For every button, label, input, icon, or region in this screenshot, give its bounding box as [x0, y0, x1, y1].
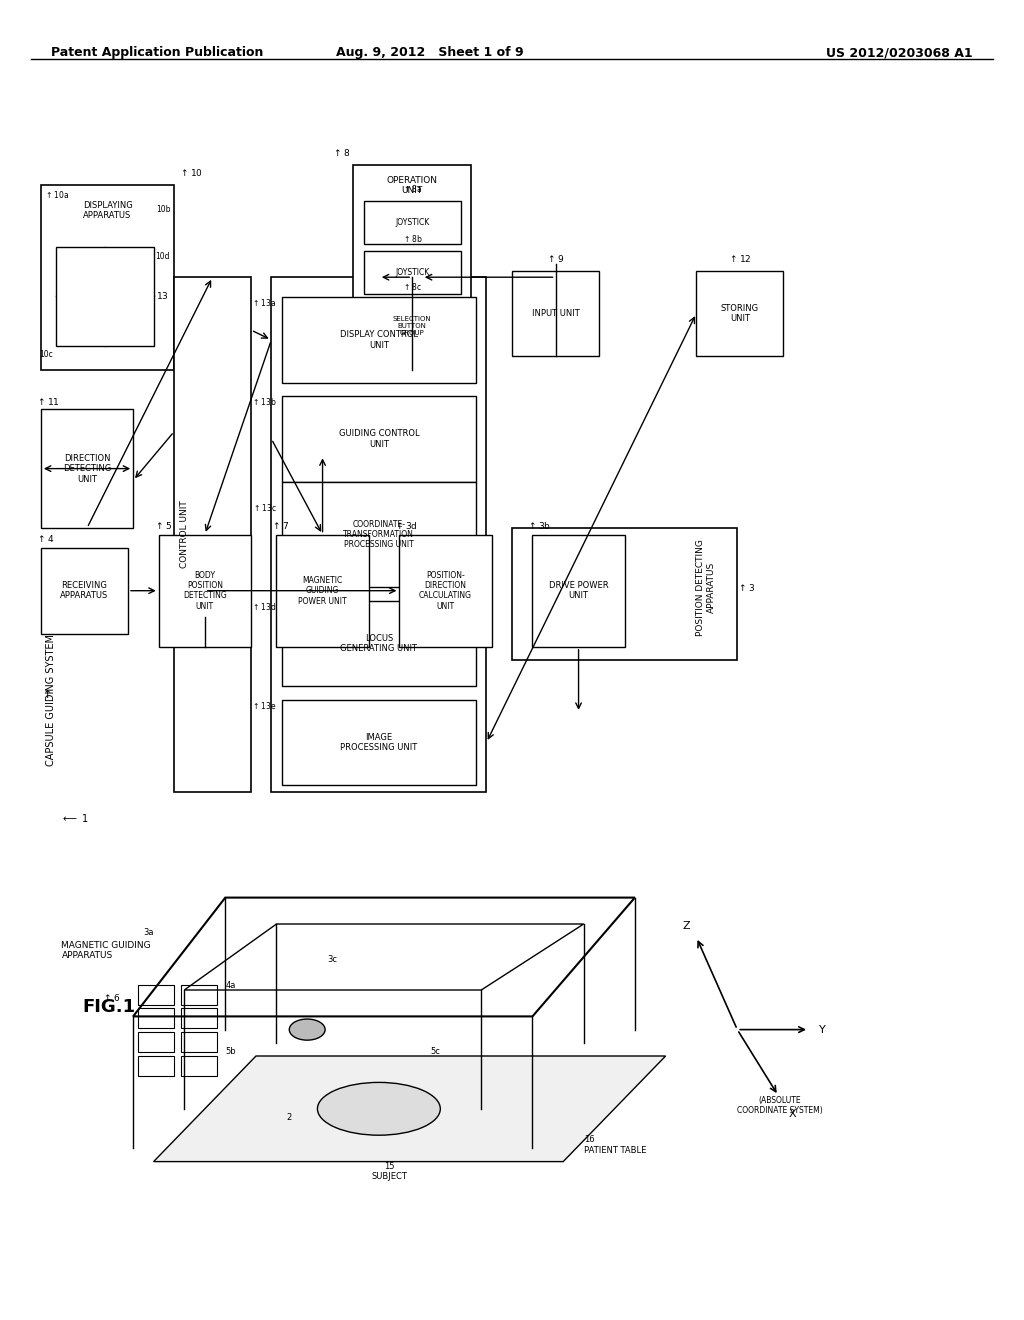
Text: $\uparrow$10: $\uparrow$10 [179, 168, 203, 178]
Text: $\uparrow$13c: $\uparrow$13c [252, 502, 276, 512]
Text: 4a: 4a [225, 981, 236, 990]
Text: JOYSTICK: JOYSTICK [395, 268, 429, 277]
Text: $\uparrow$13d: $\uparrow$13d [251, 601, 276, 611]
Text: COORDINATE-
TRANSFORMATION
PROCESSING UNIT: COORDINATE- TRANSFORMATION PROCESSING UN… [343, 520, 415, 549]
Bar [364, 298, 461, 354]
Text: $\uparrow$8a: $\uparrow$8a [402, 183, 422, 194]
Bar [159, 535, 251, 647]
Bar [512, 271, 599, 356]
Text: POSITION DETECTING
APPARATUS: POSITION DETECTING APPARATUS [696, 539, 716, 636]
Text: SELECTION
BUTTON
GROUP: SELECTION BUTTON GROUP [393, 315, 431, 337]
Text: $\uparrow$13b: $\uparrow$13b [251, 396, 276, 407]
Text: 5b: 5b [225, 1047, 236, 1056]
Text: $\uparrow$13e: $\uparrow$13e [251, 700, 276, 710]
Text: 5a: 5a [307, 1020, 317, 1030]
Text: 15
SUBJECT: 15 SUBJECT [371, 1162, 408, 1181]
Ellipse shape [317, 1082, 440, 1135]
Text: $\uparrow$12: $\uparrow$12 [728, 253, 752, 264]
Text: STORING
UNIT: STORING UNIT [721, 304, 759, 323]
Text: CONTROL UNIT: CONTROL UNIT [180, 500, 188, 569]
Bar [276, 535, 369, 647]
Text: GUIDING CONTROL
UNIT: GUIDING CONTROL UNIT [339, 429, 419, 449]
Text: Y: Y [819, 1024, 826, 1035]
Bar [282, 297, 476, 383]
Text: FIG.1: FIG.1 [82, 998, 135, 1016]
Text: $\uparrow$8b: $\uparrow$8b [401, 234, 423, 244]
Bar [41, 185, 174, 370]
Text: $\uparrow$4: $\uparrow$4 [36, 533, 54, 544]
Text: (ABSOLUTE
COORDINATE SYSTEM): (ABSOLUTE COORDINATE SYSTEM) [737, 1096, 823, 1115]
Bar [56, 247, 154, 346]
Bar [532, 535, 625, 647]
Text: X: X [788, 1109, 796, 1119]
Polygon shape [154, 1056, 666, 1162]
Text: 16
PATIENT TABLE: 16 PATIENT TABLE [584, 1135, 646, 1155]
Text: DRIVE POWER
UNIT: DRIVE POWER UNIT [549, 581, 608, 601]
Text: RECEIVING
APPARATUS: RECEIVING APPARATUS [60, 581, 109, 601]
Bar [174, 277, 251, 792]
Bar [138, 1056, 174, 1076]
Bar [282, 396, 476, 482]
Text: Aug. 9, 2012   Sheet 1 of 9: Aug. 9, 2012 Sheet 1 of 9 [336, 46, 524, 59]
Bar [41, 409, 133, 528]
Text: DIRECTION
DETECTING
UNIT: DIRECTION DETECTING UNIT [62, 454, 112, 483]
Bar [364, 201, 461, 244]
Text: $\uparrow$11: $\uparrow$11 [36, 396, 59, 407]
Bar [512, 528, 737, 660]
Text: CAPSULE GUIDING SYSTEM: CAPSULE GUIDING SYSTEM [46, 634, 56, 766]
Text: JOYSTICK: JOYSTICK [395, 218, 429, 227]
Text: $\uparrow$3b: $\uparrow$3b [527, 520, 551, 531]
Text: $\uparrow$6: $\uparrow$6 [102, 993, 121, 1003]
Text: OPERATION
UNIT: OPERATION UNIT [387, 176, 437, 195]
Bar [399, 535, 492, 647]
Bar [282, 601, 476, 686]
Text: DISPLAY CONTROL
UNIT: DISPLAY CONTROL UNIT [340, 330, 418, 350]
Text: POSITION-
DIRECTION
CALCULATING
UNIT: POSITION- DIRECTION CALCULATING UNIT [419, 570, 472, 611]
Text: MAGNETIC
GUIDING
POWER UNIT: MAGNETIC GUIDING POWER UNIT [298, 576, 347, 606]
Text: DISPLAYING
APPARATUS: DISPLAYING APPARATUS [83, 201, 132, 220]
Text: INPUT UNIT: INPUT UNIT [531, 309, 580, 318]
Bar [181, 985, 217, 1005]
Bar [696, 271, 783, 356]
Bar [181, 1008, 217, 1028]
Bar [138, 985, 174, 1005]
Text: $\uparrow$13a: $\uparrow$13a [252, 297, 276, 308]
Text: $\uparrow$8: $\uparrow$8 [332, 148, 350, 158]
Text: 3c: 3c [328, 954, 338, 964]
Text: BODY
POSITION
DETECTING
UNIT: BODY POSITION DETECTING UNIT [183, 570, 226, 611]
Text: $\uparrow$8c: $\uparrow$8c [402, 281, 422, 292]
Bar [364, 251, 461, 294]
Bar [181, 1032, 217, 1052]
Text: 10d: 10d [156, 252, 170, 261]
Text: $\longleftarrow$ 1: $\longleftarrow$ 1 [61, 812, 89, 825]
Text: $\uparrow$9: $\uparrow$9 [547, 253, 564, 264]
Text: Z: Z [682, 920, 690, 931]
Bar [41, 548, 128, 634]
Text: $\uparrow$13: $\uparrow$13 [145, 290, 169, 301]
Text: 10b: 10b [157, 205, 171, 214]
Text: Patent Application Publication: Patent Application Publication [51, 46, 263, 59]
Text: US 2012/0203068 A1: US 2012/0203068 A1 [826, 46, 973, 59]
Text: $\uparrow$3d: $\uparrow$3d [394, 520, 418, 531]
Ellipse shape [289, 1019, 326, 1040]
Bar [181, 1056, 217, 1076]
Text: $\uparrow$: $\uparrow$ [40, 686, 51, 700]
Text: $\uparrow$3: $\uparrow$3 [737, 582, 756, 593]
Text: MAGNETIC GUIDING
APPARATUS: MAGNETIC GUIDING APPARATUS [61, 941, 152, 960]
Bar [282, 482, 476, 587]
Text: LOCUS
GENERATING UNIT: LOCUS GENERATING UNIT [340, 634, 418, 653]
Text: 10c: 10c [40, 350, 53, 359]
Bar [282, 700, 476, 785]
Text: $\uparrow$10a: $\uparrow$10a [44, 189, 69, 199]
Text: 2: 2 [287, 1113, 292, 1122]
Text: 3a: 3a [143, 928, 154, 937]
Text: $\uparrow$5: $\uparrow$5 [154, 520, 172, 531]
Text: IMAGE
PROCESSING UNIT: IMAGE PROCESSING UNIT [340, 733, 418, 752]
Bar [353, 165, 471, 370]
Text: 5c: 5c [430, 1047, 440, 1056]
Bar [271, 277, 486, 792]
Text: $\uparrow$7: $\uparrow$7 [271, 520, 290, 531]
Bar [138, 1008, 174, 1028]
Bar [138, 1032, 174, 1052]
